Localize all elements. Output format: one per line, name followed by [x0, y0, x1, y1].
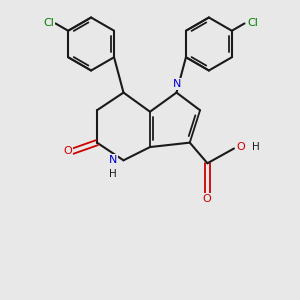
Text: O: O: [236, 142, 245, 152]
Text: N: N: [173, 79, 181, 89]
Text: H: H: [252, 142, 260, 152]
Text: Cl: Cl: [44, 18, 55, 28]
Text: Cl: Cl: [247, 18, 258, 28]
Text: O: O: [63, 146, 72, 156]
Text: H: H: [109, 169, 117, 178]
Text: N: N: [109, 155, 117, 165]
Text: O: O: [202, 194, 211, 204]
